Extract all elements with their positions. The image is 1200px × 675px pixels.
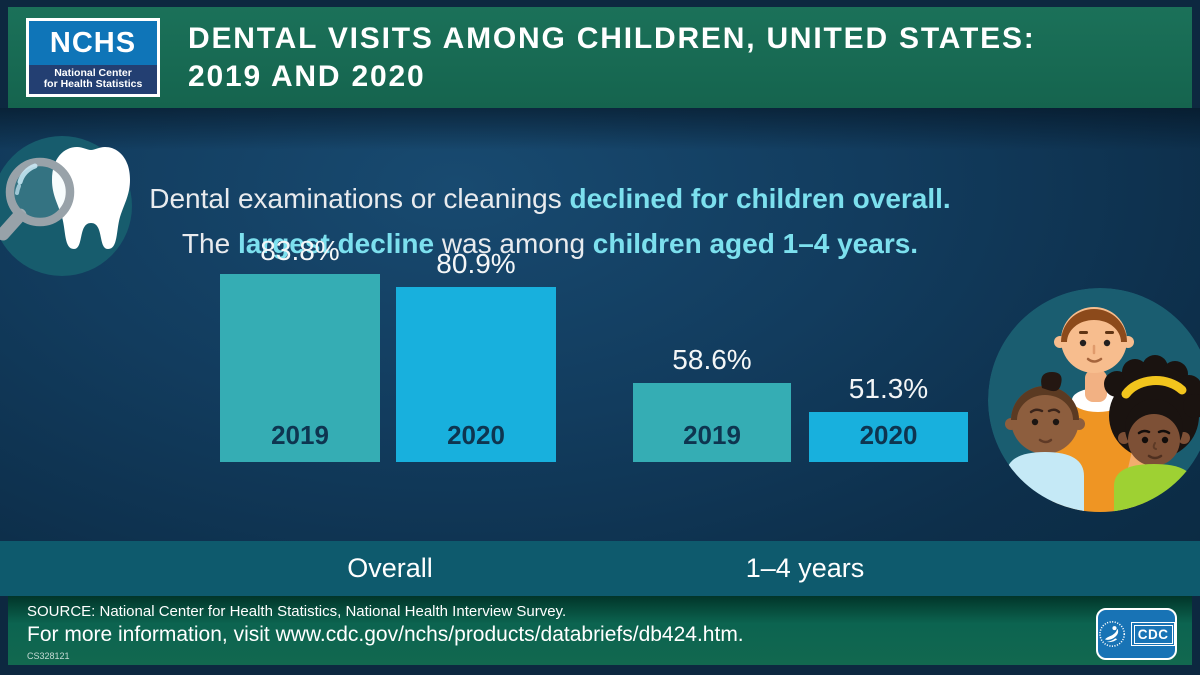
cdc-logo: CDC <box>1096 608 1177 660</box>
cdc-wordmark: CDC <box>1133 624 1173 644</box>
category-label-1-4years: 1–4 years <box>745 553 865 583</box>
nchs-logo-acronym: NCHS <box>29 21 157 65</box>
bar-rect: 2020 <box>809 412 968 462</box>
page-title-line2: 2019 AND 2020 <box>188 59 426 93</box>
cdc-wordmark-frame: CDC <box>1131 622 1175 646</box>
headline-highlight: largest decline <box>237 228 435 259</box>
more-info-url: For more information, visit www.cdc.gov/… <box>27 623 744 646</box>
headline-text: Dental examinations or cleanings <box>149 183 570 214</box>
bar-year-label: 2020 <box>859 420 918 450</box>
bar-value-label: 80.9% <box>436 248 516 279</box>
page-title: DENTAL VISITS AMONG CHILDREN, UNITED STA… <box>188 20 1036 96</box>
publication-code: CS328121 <box>27 651 70 661</box>
bar-overall-2019: 83.8% 2019 <box>220 235 380 462</box>
nchs-logo-subtitle-line1: National Center <box>54 67 132 79</box>
bar-1-4years-2019: 58.6% 2019 <box>633 344 791 462</box>
bar-rect: 2019 <box>633 383 791 462</box>
bar-value-label: 58.6% <box>672 344 752 375</box>
nchs-logo-subtitle: National Center for Health Statistics <box>29 65 157 94</box>
footer-text: SOURCE: National Center for Health Stati… <box>27 603 744 661</box>
nchs-logo: NCHS National Center for Health Statisti… <box>26 18 160 97</box>
nchs-logo-subtitle-line2: for Health Statistics <box>43 78 143 90</box>
bar-year-label: 2019 <box>271 420 329 450</box>
tooth-magnifier-icon <box>0 136 132 276</box>
children-illustration <box>988 288 1200 512</box>
bar-value-label: 83.8% <box>260 235 340 266</box>
bar-year-label: 2019 <box>683 420 741 450</box>
page-title-line1: DENTAL VISITS AMONG CHILDREN, UNITED STA… <box>188 21 1036 55</box>
source-note: SOURCE: National Center for Health Stati… <box>27 603 567 620</box>
headline-highlight: children aged 1–4 years. <box>592 228 919 259</box>
hhs-eagle-icon <box>1099 621 1126 647</box>
category-label-overall: Overall <box>347 553 433 583</box>
bar-overall-2020: 80.9% 2020 <box>396 248 556 462</box>
footer-bar: SOURCE: National Center for Health Stati… <box>8 596 1192 665</box>
header-bar: NCHS National Center for Health Statisti… <box>8 7 1192 108</box>
main-stage: Dental examinations or cleanings decline… <box>0 108 1200 596</box>
x-axis-band: Overall 1–4 years <box>0 541 1200 596</box>
headline-highlight: declined for children overall. <box>569 183 951 214</box>
bar-1-4years-2020: 51.3% 2020 <box>809 373 968 462</box>
bar-rect: 2019 <box>220 274 380 462</box>
headline-line2: The largest decline was among children a… <box>110 221 990 266</box>
bar-rect: 2020 <box>396 287 556 462</box>
headline: Dental examinations or cleanings decline… <box>110 176 990 266</box>
headline-text: was among <box>434 228 593 259</box>
headline-line1: Dental examinations or cleanings decline… <box>110 176 990 221</box>
headline-text: The <box>181 228 238 259</box>
bar-year-label: 2020 <box>447 420 505 450</box>
bar-value-label: 51.3% <box>848 373 929 404</box>
